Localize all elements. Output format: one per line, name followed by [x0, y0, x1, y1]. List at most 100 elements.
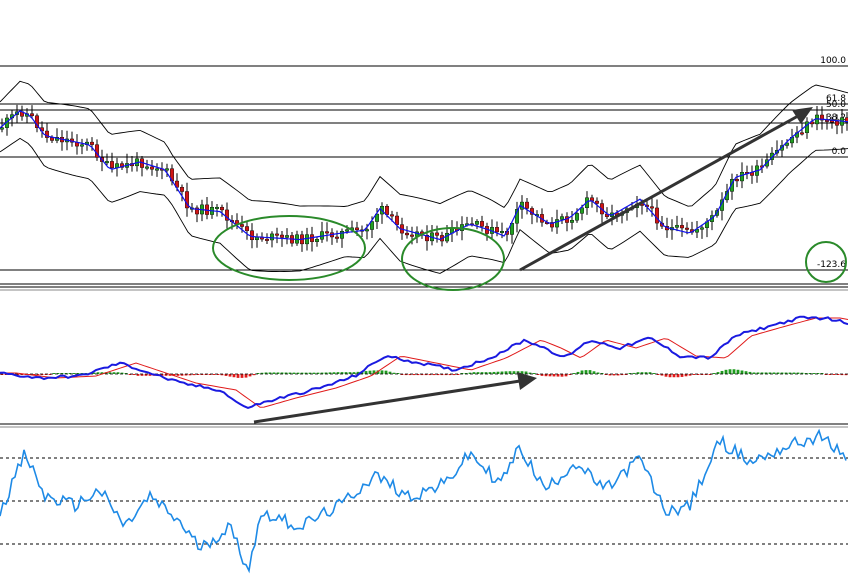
macd-histogram-bar — [92, 372, 96, 374]
macd-line — [0, 315, 848, 409]
macd-histogram-bar — [100, 372, 104, 374]
bollinger-lower-band — [0, 137, 848, 274]
macd-histogram-bar — [532, 373, 536, 374]
macd-histogram-bar — [660, 374, 664, 376]
macd-histogram-bar — [792, 372, 796, 374]
candle-body — [525, 201, 530, 209]
macd-histogram-bar — [672, 374, 676, 378]
macd-histogram-bar — [568, 374, 572, 375]
candle-body — [405, 232, 410, 236]
macd-histogram-bar — [804, 373, 808, 374]
candle-body — [345, 229, 350, 232]
macd-histogram-bar — [316, 372, 320, 374]
candle-body — [164, 168, 169, 171]
candle-body — [390, 214, 395, 217]
macd-histogram-bar — [736, 369, 740, 374]
candle-body — [410, 234, 415, 237]
macd-histogram-bar — [600, 373, 604, 374]
macd-histogram-bar — [776, 372, 780, 374]
macd-histogram-bar — [720, 370, 724, 374]
candle-body — [680, 225, 685, 229]
macd-histogram-bar — [268, 372, 272, 374]
macd-histogram-bar — [688, 374, 692, 376]
macd-histogram-bar — [560, 374, 564, 377]
macd-histogram-bar — [180, 374, 184, 376]
macd-histogram-bar — [68, 373, 72, 374]
macd-histogram-bar — [480, 372, 484, 374]
candle-body — [89, 141, 94, 145]
macd-histogram-bar — [72, 373, 76, 374]
macd-histogram-bar — [188, 374, 192, 376]
macd-histogram-bar — [108, 372, 112, 374]
candle-body — [395, 215, 400, 225]
macd-histogram-bar — [548, 374, 552, 377]
fibonacci-level-label: 38.2 — [826, 113, 846, 123]
candle-body — [285, 235, 290, 238]
macd-histogram-bar — [496, 371, 500, 374]
macd-histogram-bar — [144, 374, 148, 376]
macd-histogram-bar — [416, 374, 420, 376]
macd-histogram-bar — [772, 372, 776, 374]
macd-histogram-bar — [756, 372, 760, 374]
macd-histogram-bar — [208, 374, 212, 375]
candle-body — [425, 235, 430, 242]
fibonacci-level-label: 61.8 — [826, 94, 846, 104]
macd-histogram-bar — [420, 374, 424, 376]
macd-histogram-bar — [536, 374, 540, 375]
macd-histogram-bar — [408, 374, 412, 376]
candle-body — [740, 172, 745, 182]
macd-histogram-bar — [700, 374, 704, 375]
candle-body — [149, 166, 154, 170]
macd-histogram-bar — [788, 372, 792, 374]
fibonacci-level-label: 100.0 — [820, 56, 846, 66]
macd-histogram-bar — [388, 371, 392, 374]
macd-histogram-bar — [212, 374, 216, 375]
macd-histogram-bar — [272, 372, 276, 374]
macd-histogram-bar — [132, 374, 136, 376]
macd-histogram-bar — [168, 374, 172, 376]
candle-body — [335, 236, 340, 239]
candle-body — [575, 213, 580, 221]
candle-body — [119, 163, 124, 168]
macd-histogram-bar — [812, 373, 816, 374]
candle-body — [0, 127, 4, 130]
macd-histogram-bar — [816, 373, 820, 374]
macd-histogram-bar — [344, 372, 348, 374]
trend-arrow-shaft — [519, 114, 799, 272]
macd-histogram-bar — [620, 374, 624, 376]
macd-histogram-bar — [744, 371, 748, 374]
candle-body — [730, 179, 735, 192]
macd-histogram-bar — [544, 374, 548, 377]
macd-histogram-bar — [632, 372, 636, 374]
macd-histogram-bar — [716, 372, 720, 374]
macd-histogram-bar — [648, 372, 652, 374]
macd-histogram-bar — [492, 371, 496, 374]
macd-signal-line — [0, 317, 848, 408]
macd-histogram-bar — [652, 373, 656, 374]
macd-histogram-bar — [172, 374, 176, 376]
macd-histogram-bar — [16, 374, 20, 375]
macd-histogram-bar — [160, 374, 164, 376]
macd-histogram-bar — [112, 372, 116, 374]
macd-histogram-bar — [372, 370, 376, 374]
candle-body — [805, 121, 810, 134]
macd-histogram-bar — [528, 372, 532, 374]
macd-histogram-bar — [540, 374, 544, 376]
candle-body — [305, 234, 310, 245]
macd-histogram-bar — [76, 373, 80, 374]
macd-histogram-bar — [292, 372, 296, 374]
macd-histogram-bar — [708, 374, 712, 375]
macd-histogram-bar — [840, 374, 844, 376]
candle-body — [179, 187, 184, 192]
macd-histogram-bar — [288, 372, 292, 374]
macd-histogram-bar — [680, 374, 684, 377]
macd-histogram-bar — [256, 373, 260, 374]
macd-trend-arrow-head — [517, 372, 537, 390]
annotation-ellipse — [401, 227, 505, 291]
macd-histogram-bar — [728, 369, 732, 374]
macd-histogram-bar — [500, 371, 504, 374]
candle-body — [244, 226, 249, 231]
candle-body — [560, 216, 565, 220]
macd-histogram-bar — [760, 372, 764, 374]
macd-histogram-bar — [820, 373, 824, 374]
